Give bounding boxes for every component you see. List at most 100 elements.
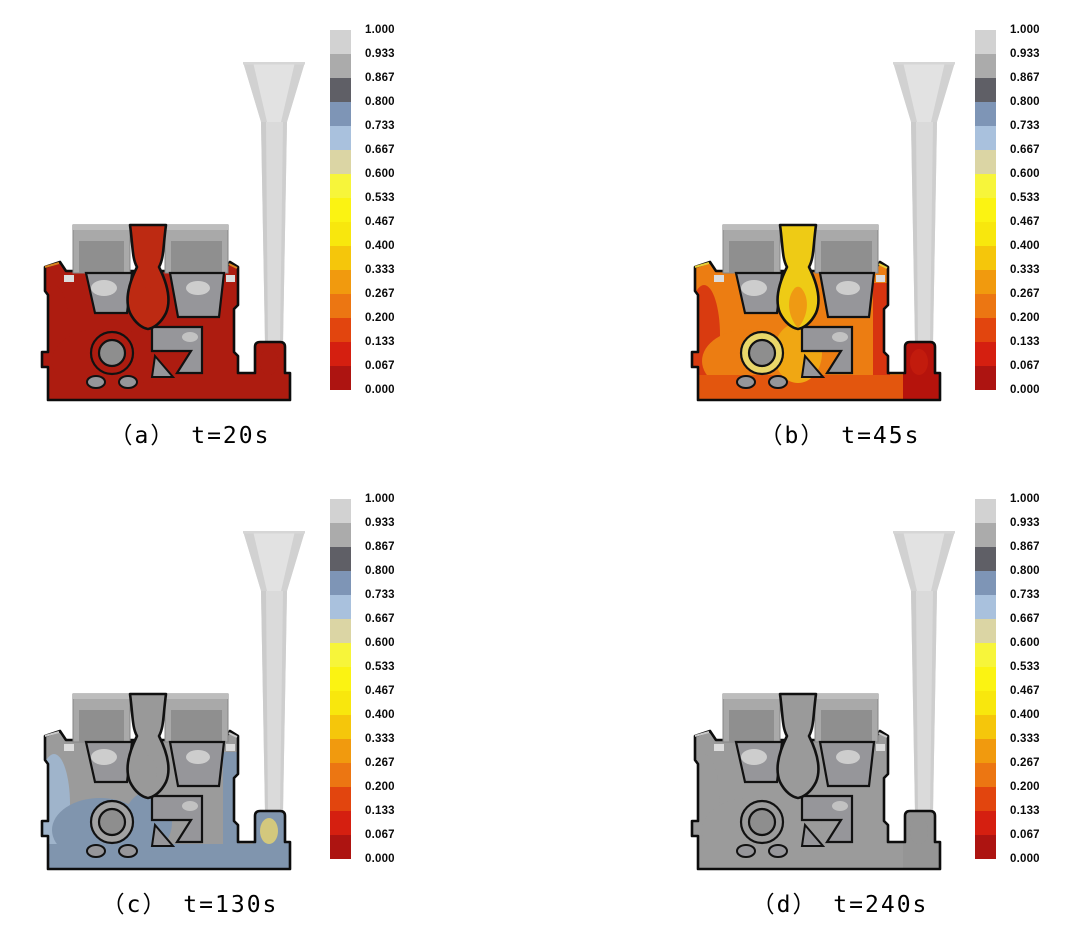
casting-scene-d: [690, 524, 990, 884]
colorbar-scale: [975, 499, 996, 859]
colorbar-tick-label: 0.533: [365, 661, 395, 673]
colorbar-tick-label: 0.267: [1010, 757, 1040, 769]
colorbar-tick-label: 0.667: [365, 144, 395, 156]
colorbar-segment: [975, 667, 996, 691]
colorbar-tick-label: 0.933: [1010, 48, 1040, 60]
colorbar-tick-label: 0.733: [1010, 120, 1040, 132]
colorbar-tick-label: 1.000: [365, 24, 395, 36]
colorbar-segment: [975, 619, 996, 643]
colorbar-segment: [330, 619, 351, 643]
panel-caption-c: （c） t=130s: [101, 892, 279, 918]
panel-caption-d: （d） t=240s: [751, 892, 929, 918]
colorbar-tick-label: 0.333: [365, 264, 395, 276]
colorbar-segment: [975, 174, 996, 198]
colorbar-tick-label: 0.933: [365, 517, 395, 529]
colorbar-tick-label: 0.133: [365, 805, 395, 817]
colorbar-segment: [975, 739, 996, 763]
colorbar-segment: [975, 246, 996, 270]
colorbar-tick-label: 0.533: [365, 192, 395, 204]
colorbar-segment: [330, 150, 351, 174]
colorbar-segment: [975, 523, 996, 547]
colorbar-segment: [330, 523, 351, 547]
colorbar-tick-label: 0.000: [365, 853, 395, 865]
colorbar-tick-label: 0.467: [1010, 216, 1040, 228]
colorbar-tick-label: 0.533: [1010, 192, 1040, 204]
colorbar-segment: [330, 691, 351, 715]
colorbar-segment: [330, 126, 351, 150]
colorbar-tick-label: 0.600: [1010, 168, 1040, 180]
colorbar-segment: [330, 270, 351, 294]
casting-scene-a: [40, 55, 340, 415]
colorbar-segment: [975, 126, 996, 150]
colorbar-tick-label: 0.333: [1010, 733, 1040, 745]
colorbar-scale: [330, 30, 351, 390]
colorbar-tick-label: 0.133: [1010, 805, 1040, 817]
colorbar-segment: [975, 499, 996, 523]
colorbar-segment: [330, 715, 351, 739]
colorbar-segment: [330, 30, 351, 54]
colorbar-segment: [975, 643, 996, 667]
colorbar-segment: [330, 54, 351, 78]
colorbar-tick-label: 0.400: [1010, 240, 1040, 252]
colorbar-d: 1.000 0.933 0.867 0.800 0.733 0.667 0.600 0.533…: [975, 489, 1078, 875]
colorbar-segment: [330, 595, 351, 619]
colorbar-tick-label: 0.933: [365, 48, 395, 60]
colorbar-tick-label: 0.667: [365, 613, 395, 625]
colorbar-segment: [330, 499, 351, 523]
colorbar-tick-label: 0.400: [1010, 709, 1040, 721]
colorbar-tick-label: 0.733: [365, 120, 395, 132]
colorbar-tick-label: 0.200: [1010, 312, 1040, 324]
colorbar-segment: [975, 222, 996, 246]
colorbar-tick-label: 0.867: [1010, 541, 1040, 553]
colorbar-segment: [975, 571, 996, 595]
colorbar-tick-label: 0.000: [365, 384, 395, 396]
panel-caption-a: （a） t=20s: [109, 423, 271, 449]
colorbar-tick-label: 0.933: [1010, 517, 1040, 529]
colorbar-tick-label: 0.067: [1010, 360, 1040, 372]
colorbar-segment: [330, 342, 351, 366]
colorbar-segment: [330, 174, 351, 198]
colorbar-segment: [975, 811, 996, 835]
colorbar-tick-label: 0.067: [365, 829, 395, 841]
panel-c: 1.000 0.933 0.867 0.800 0.733 0.667 0.600 0.533…: [0, 469, 539, 938]
colorbar-segment: [330, 571, 351, 595]
colorbar-tick-label: 0.600: [365, 168, 395, 180]
colorbar-segment: [975, 294, 996, 318]
colorbar-tick-label: 0.133: [365, 336, 395, 348]
colorbar-tick-label: 1.000: [1010, 493, 1040, 505]
colorbar-segment: [975, 835, 996, 859]
colorbar-segment: [975, 54, 996, 78]
colorbar-tick-label: 0.333: [1010, 264, 1040, 276]
colorbar-scale: [975, 30, 996, 390]
colorbar-b: 1.000 0.933 0.867 0.800 0.733 0.667 0.600 0.533…: [975, 20, 1078, 406]
colorbar-segment: [330, 763, 351, 787]
colorbar-tick-label: 1.000: [1010, 24, 1040, 36]
colorbar-segment: [330, 318, 351, 342]
colorbar-segment: [330, 366, 351, 390]
colorbar-tick-label: 0.867: [365, 72, 395, 84]
colorbar-tick-label: 0.667: [1010, 613, 1040, 625]
colorbar-segment: [975, 366, 996, 390]
colorbar-tick-label: 0.200: [365, 312, 395, 324]
colorbar-tick-label: 0.867: [1010, 72, 1040, 84]
colorbar-tick-label: 0.467: [365, 685, 395, 697]
colorbar-scale: [330, 499, 351, 859]
colorbar-tick-label: 0.467: [365, 216, 395, 228]
colorbar-tick-label: 0.200: [365, 781, 395, 793]
colorbar-segment: [975, 787, 996, 811]
panel-d: 1.000 0.933 0.867 0.800 0.733 0.667 0.600 0.533…: [539, 469, 1078, 938]
colorbar-segment: [975, 30, 996, 54]
colorbar-segment: [975, 150, 996, 174]
colorbar-segment: [330, 78, 351, 102]
colorbar-segment: [330, 222, 351, 246]
colorbar-segment: [330, 811, 351, 835]
colorbar-tick-label: 0.600: [1010, 637, 1040, 649]
colorbar-tick-label: 0.400: [365, 709, 395, 721]
colorbar-segment: [975, 691, 996, 715]
colorbar-tick-label: 0.733: [1010, 589, 1040, 601]
colorbar-segment: [975, 198, 996, 222]
colorbar-tick-label: 0.733: [365, 589, 395, 601]
colorbar-tick-label: 0.067: [365, 360, 395, 372]
colorbar-segment: [975, 763, 996, 787]
